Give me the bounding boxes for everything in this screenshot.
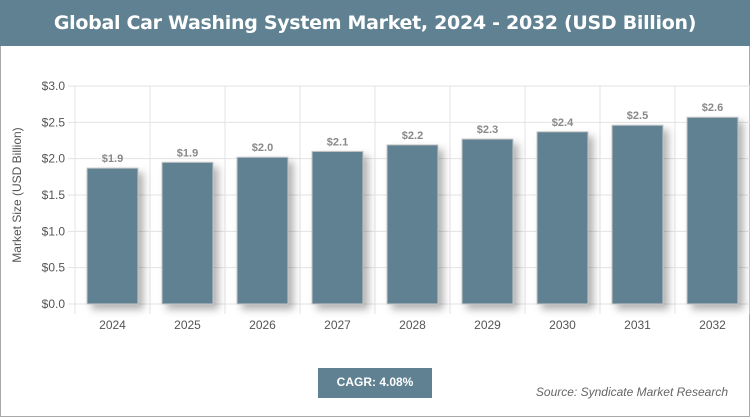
source-note: Source: Syndicate Market Research	[535, 385, 728, 399]
y-tick-label: $1.5	[42, 188, 66, 202]
y-tick-label: $2.0	[42, 152, 66, 166]
bar	[161, 161, 214, 305]
x-tick-label: 2024	[99, 318, 126, 332]
data-label: $2.6	[702, 102, 723, 114]
bar	[236, 156, 289, 305]
y-axis-label: Market Size (USD Billion)	[10, 127, 24, 262]
y-tick-label: $2.5	[42, 115, 66, 129]
x-tick-label: 2029	[474, 318, 501, 332]
y-tick-label: $3.0	[42, 79, 66, 93]
data-label: $2.5	[627, 110, 648, 122]
bar	[686, 116, 739, 305]
x-tick-label: 2031	[624, 318, 651, 332]
bar	[461, 138, 514, 305]
data-label: $2.3	[477, 124, 498, 136]
bar	[536, 131, 589, 305]
bar	[386, 144, 439, 305]
data-label: $2.0	[252, 142, 273, 154]
x-tick-label: 2030	[549, 318, 576, 332]
data-label: $1.9	[102, 153, 123, 165]
x-tick-label: 2025	[174, 318, 201, 332]
y-tick-label: $1.0	[42, 224, 66, 238]
x-tick-label: 2032	[699, 318, 726, 332]
x-tick-label: 2026	[249, 318, 276, 332]
bar	[311, 150, 364, 305]
data-label: $2.4	[552, 117, 574, 129]
x-tick-label: 2027	[324, 318, 351, 332]
data-label: $2.1	[327, 136, 348, 148]
data-label: $2.2	[402, 130, 423, 142]
cagr-badge: CAGR: 4.08%	[318, 368, 432, 398]
x-tick-label: 2028	[399, 318, 426, 332]
bar	[86, 167, 139, 305]
chart-title: Global Car Washing System Market, 2024 -…	[0, 0, 750, 46]
y-tick-label: $0.0	[42, 297, 66, 311]
data-label: $1.9	[177, 147, 198, 159]
y-tick-label: $0.5	[42, 261, 66, 275]
bar	[611, 124, 664, 305]
